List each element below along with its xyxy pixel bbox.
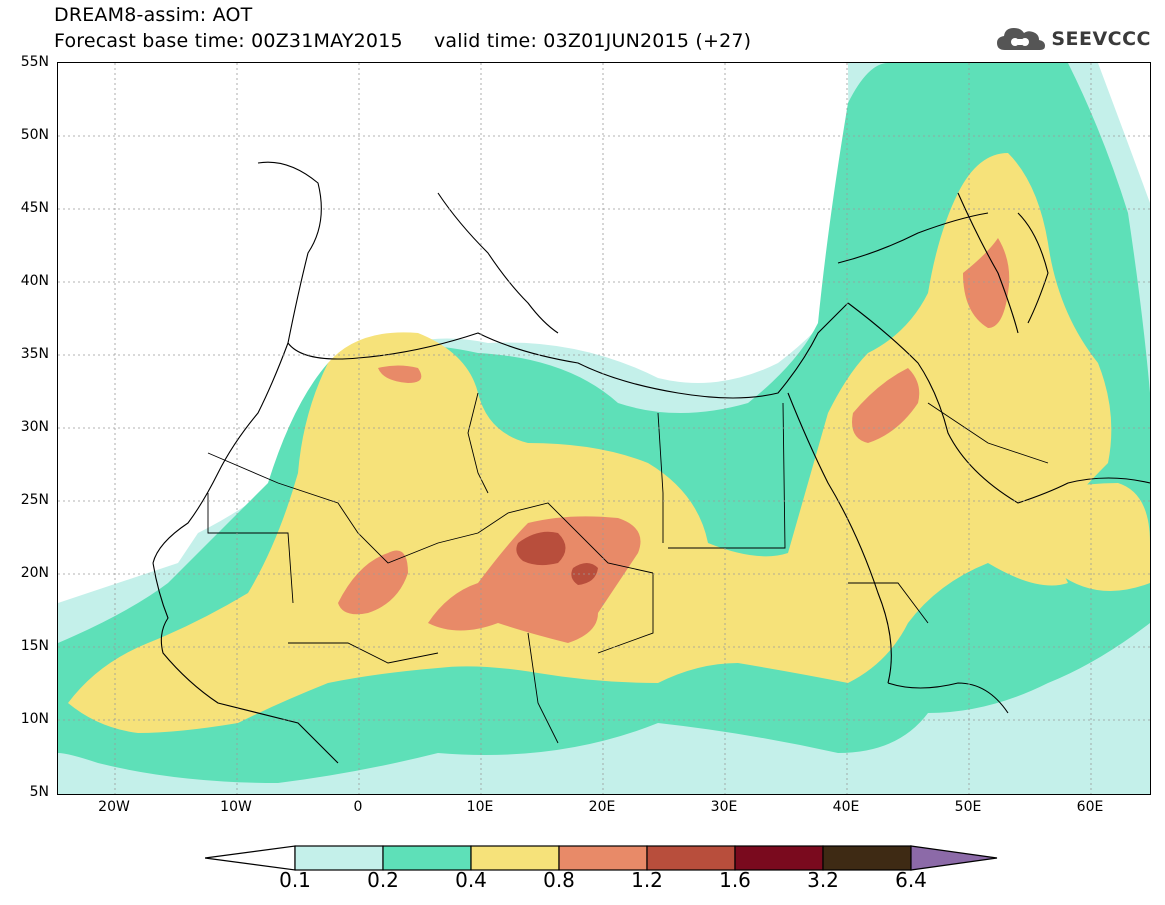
cloud-icon xyxy=(997,28,1046,50)
colorbar-tick-1.6: 1.6 xyxy=(719,868,751,892)
lat-label-20n: 20N xyxy=(20,565,49,581)
lon-label-50e: 50E xyxy=(954,799,982,815)
forecast-time-subtitle: Forecast base time: 00Z31MAY2015 valid t… xyxy=(54,30,752,52)
lat-label-15n: 15N xyxy=(20,638,49,654)
aot-map-canvas xyxy=(58,63,1150,794)
colorbar-tick-1.2: 1.2 xyxy=(631,868,663,892)
lat-label-10n: 10N xyxy=(20,711,49,727)
colorbar-segment-0.2-0.4 xyxy=(382,845,472,871)
lat-label-35n: 35N xyxy=(20,346,49,362)
coastlines xyxy=(152,161,1150,764)
lat-label-25n: 25N xyxy=(20,492,49,508)
lon-label-0: 0 xyxy=(353,799,363,815)
lon-label-30e: 30E xyxy=(710,799,738,815)
country-borders xyxy=(207,392,1049,744)
lat-label-40n: 40N xyxy=(20,273,49,289)
colorbar-segment-0.1-0.2 xyxy=(294,845,384,871)
aot-band-0.8-1.2 xyxy=(338,238,1010,643)
colorbar-tick-6.4: 6.4 xyxy=(895,868,927,892)
colorbar-tick-0.1: 0.1 xyxy=(279,868,311,892)
colorbar-tick-0.2: 0.2 xyxy=(367,868,399,892)
lat-label-50n: 50N xyxy=(20,127,49,143)
lat-label-55n: 55N xyxy=(20,54,49,70)
colorbar-segment-below-0.1 xyxy=(205,845,296,871)
aot-colorbar xyxy=(205,845,998,871)
lat-label-5n: 5N xyxy=(29,784,49,800)
colorbar-tick-0.8: 0.8 xyxy=(543,868,575,892)
logo-text: SEEVCCC xyxy=(1051,28,1151,50)
colorbar-segment-above-6.4 xyxy=(910,845,998,871)
lat-label-30n: 30N xyxy=(20,419,49,435)
lon-label-10e: 10E xyxy=(466,799,494,815)
colorbar-segment-1.2-1.6 xyxy=(646,845,736,871)
colorbar-segment-0.8-1.2 xyxy=(558,845,648,871)
seevccc-logo: SEEVCCC xyxy=(995,24,1151,54)
colorbar-segment-3.2-6.4 xyxy=(822,845,912,871)
gridlines xyxy=(58,63,1150,794)
colorbar-segment-0.4-0.8 xyxy=(470,845,560,871)
lon-label-20w: 20W xyxy=(98,799,130,815)
lon-label-10w: 10W xyxy=(220,799,252,815)
lon-label-60e: 60E xyxy=(1076,799,1104,815)
lon-label-40e: 40E xyxy=(832,799,860,815)
aot-band-0.4-0.8 xyxy=(68,153,1150,733)
map-title: DREAM8-assim: AOT xyxy=(54,4,253,26)
lon-label-20e: 20E xyxy=(588,799,616,815)
colorbar-tick-3.2: 3.2 xyxy=(807,868,839,892)
lat-label-45n: 45N xyxy=(20,200,49,216)
colorbar-segment-1.6-3.2 xyxy=(734,845,824,871)
colorbar-tick-0.4: 0.4 xyxy=(455,868,487,892)
aot-map xyxy=(57,62,1151,795)
